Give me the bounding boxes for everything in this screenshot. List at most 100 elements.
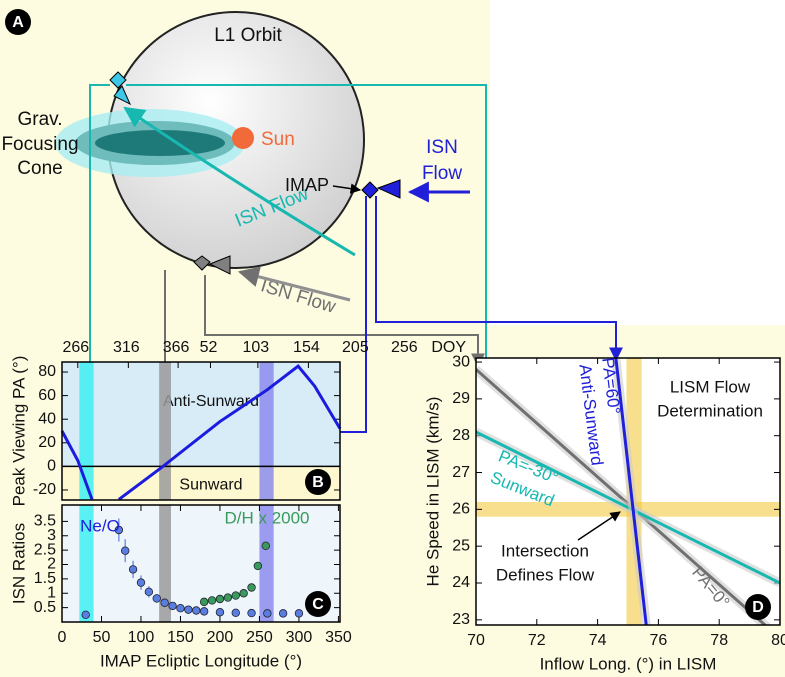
data-point [223,593,233,602]
annotation-arrow [577,511,621,541]
spacecraft [109,71,127,89]
annotation: Defines Flow [496,565,595,584]
cone-label: Cone [17,158,62,179]
top-tick-label: 52 [200,339,218,356]
x-tick-label: 72 [528,632,546,649]
sun [232,127,254,149]
top-tick-label: 266 [62,339,89,356]
chart-title: LISM Flow [670,377,751,396]
x-tick-label: 78 [710,632,728,649]
panel-label: B [312,474,324,491]
isn-flow-arrow [237,266,351,302]
isn-flow-label: ISN [426,137,458,158]
x-tick-label: 250 [246,629,273,646]
data-point [231,608,240,618]
region-above [62,362,340,467]
x-tick-label: 0 [58,629,67,646]
region-label: Anti-Sunward [163,393,259,410]
plot-frame [61,361,341,501]
highlight-band [159,362,171,500]
imap-spacecraft [361,181,379,199]
data-point [278,609,288,618]
y-axis-label: Peak Viewing PA (°) [9,356,28,507]
y-tick-label: 30 [452,353,470,370]
y-tick-label: 3 [47,527,56,544]
data-point [199,607,209,616]
x-tick-label: 350 [325,629,352,646]
top-tick-label: 256 [391,339,418,356]
data-point [261,541,270,551]
panel-label: A [12,14,24,31]
x-tick-label: 200 [207,629,234,646]
panel: 23 24 25 26 27 28 29 30 70 72 74 76 78 80 He Speed in … [423,353,785,673]
panel-badge [305,591,331,617]
region-below [62,466,340,500]
data-point [152,594,161,603]
data-point [136,578,146,587]
y-tick-label: 0 [47,458,56,475]
y-tick-label: 2.5 [34,541,56,558]
isn-flow-arrow [123,106,356,257]
data-point [114,525,124,535]
panel-badge [745,594,771,620]
series-label: D/H x 2000 [224,508,309,527]
highlight-band [259,505,274,622]
panel-badge [305,469,331,495]
y-tick-label: 26 [452,501,470,518]
region-label: Sunward [179,476,242,493]
data-point [192,606,201,615]
y-tick-label: 29 [452,390,470,407]
connector [83,84,110,377]
panel-label: C [312,596,324,613]
y-tick-label: -20 [33,481,56,498]
data-point [128,565,138,574]
panel-a: A L1 Orbit Grav. Focusing Cone Sun ISN F… [1,9,623,439]
y-axis-label: ISN Ratios [9,523,28,604]
annotation: Intersection [501,541,589,560]
data-point [263,609,272,618]
connector [126,84,493,432]
cone-label: Focusing [1,134,78,155]
chart-title: Determination [657,401,763,420]
connector [204,275,485,368]
x-tick-label: 150 [167,629,194,646]
top-tick-label: 103 [243,339,270,356]
data-point [253,561,263,571]
data-point [207,596,217,605]
x-tick-label: 70 [467,632,485,649]
imap-pointer [332,183,362,194]
y-tick-label: 2 [47,556,56,573]
panel-label: D [752,599,764,616]
imap-spacecraft [376,179,401,199]
y-tick-label: 24 [452,574,470,591]
y-tick-label: 3.5 [34,513,56,530]
data-point [294,609,304,618]
y-tick-label: 1 [47,584,56,601]
plot-frame [61,504,341,623]
y-tick-label: 0.5 [34,599,56,616]
highlight-band [259,362,274,500]
top-tick-label: 316 [113,339,140,356]
y-tick-label: 40 [38,410,56,427]
data-point [247,583,256,592]
y-tick-label: 60 [38,387,56,404]
x-axis-label: Inflow Long. (°) in LISM [540,654,717,673]
panel: Anti-Sunward Sunward -20 0 20 40 60 80 266 316 366… [9,339,466,506]
data-point [176,604,185,613]
y-tick-label: 23 [452,611,470,628]
isn-flow-label: Flow [422,163,462,184]
x-axis-label: IMAP Ecliptic Longitude (°) [100,651,302,670]
top-tick-label: 366 [163,339,190,356]
x-tick-label: 300 [286,629,313,646]
series-line [614,358,648,625]
panel: 0.511.522.533.5 0 50 100 150 200 250 300 350 ISN … [9,504,352,670]
x-tick-label: 74 [589,632,607,649]
x-tick-label: 50 [93,629,111,646]
sun-label: Sun [261,129,295,150]
data-point [199,597,209,607]
data-point [239,589,248,598]
series-label: Ne/O [80,516,120,535]
spacecraft [193,255,211,271]
